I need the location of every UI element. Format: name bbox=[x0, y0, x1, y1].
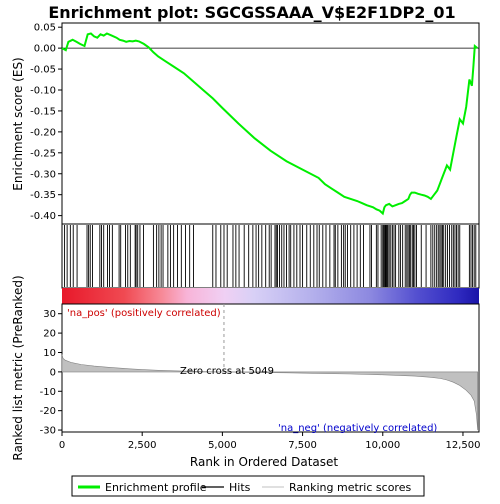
metric-ytick-label: 10 bbox=[43, 348, 56, 359]
chart-title: Enrichment plot: SGCGSSAAA_V$E2F1DP2_01 bbox=[48, 3, 455, 22]
zero-cross-label: Zero cross at 5049 bbox=[180, 366, 274, 377]
metric-ytick-label: -20 bbox=[40, 406, 56, 417]
x-axis-label: Rank in Ordered Dataset bbox=[190, 455, 338, 469]
es-ylabel: Enrichment score (ES) bbox=[11, 57, 25, 190]
legend: Enrichment profile Hits Ranking metric sco… bbox=[78, 481, 411, 494]
metric-ytick-label: -10 bbox=[40, 387, 56, 398]
es-ytick-label: -0.15 bbox=[30, 106, 56, 117]
ranking-metric-area bbox=[61, 354, 478, 431]
es-ytick-label: -0.40 bbox=[30, 211, 56, 222]
x-tick-label: 2,500 bbox=[128, 440, 157, 451]
legend-label-1: Hits bbox=[229, 481, 251, 494]
x-tick-label: 5,000 bbox=[208, 440, 237, 451]
es-ytick-label: -0.35 bbox=[30, 190, 56, 201]
x-tick-label: 10,000 bbox=[365, 440, 400, 451]
x-tick-label: 0 bbox=[59, 440, 65, 451]
es-panel-frame bbox=[61, 22, 480, 225]
x-tick-label: 7,500 bbox=[288, 440, 317, 451]
enrichment-profile-line bbox=[61, 32, 479, 216]
es-ytick-label: 0.00 bbox=[34, 44, 56, 55]
x-tick-label: 12,500 bbox=[445, 440, 480, 451]
metric-ytick-label: 20 bbox=[43, 329, 56, 340]
metric-panel-frame bbox=[61, 303, 480, 433]
es-ytick-label: -0.10 bbox=[30, 86, 56, 97]
negative-correlation-label: 'na_neg' (negatively correlated) bbox=[278, 423, 437, 434]
legend-label-2: Ranking metric scores bbox=[289, 481, 411, 494]
metric-ytick-label: -30 bbox=[40, 426, 56, 437]
legend-label-0: Enrichment profile bbox=[105, 481, 207, 494]
es-ytick-label: -0.05 bbox=[30, 65, 56, 76]
metric-y-axis: 30 20 10 0 -10 -20 -30 bbox=[40, 309, 62, 437]
es-ytick-label: -0.20 bbox=[30, 127, 56, 138]
es-ytick-label: -0.30 bbox=[30, 169, 56, 180]
metric-ytick-label: 0 bbox=[50, 367, 56, 378]
metric-ytick-label: 30 bbox=[43, 309, 56, 320]
es-y-axis: 0.05 0.00 -0.05 -0.10 -0.15 -0.20 -0.25 -0.30 -0… bbox=[30, 23, 62, 222]
rank-gradient-bar bbox=[62, 288, 479, 304]
metric-ylabel: Ranked list metric (PreRanked) bbox=[11, 275, 25, 460]
hit-markers bbox=[64, 225, 477, 287]
x-axis: 0 2,500 5,000 7,500 10,000 12,500 bbox=[59, 432, 480, 451]
legend-box bbox=[71, 475, 425, 497]
positive-correlation-label: 'na_pos' (positively correlated) bbox=[67, 308, 221, 319]
es-ytick-label: 0.05 bbox=[34, 23, 56, 34]
es-ytick-label: -0.25 bbox=[30, 148, 56, 159]
